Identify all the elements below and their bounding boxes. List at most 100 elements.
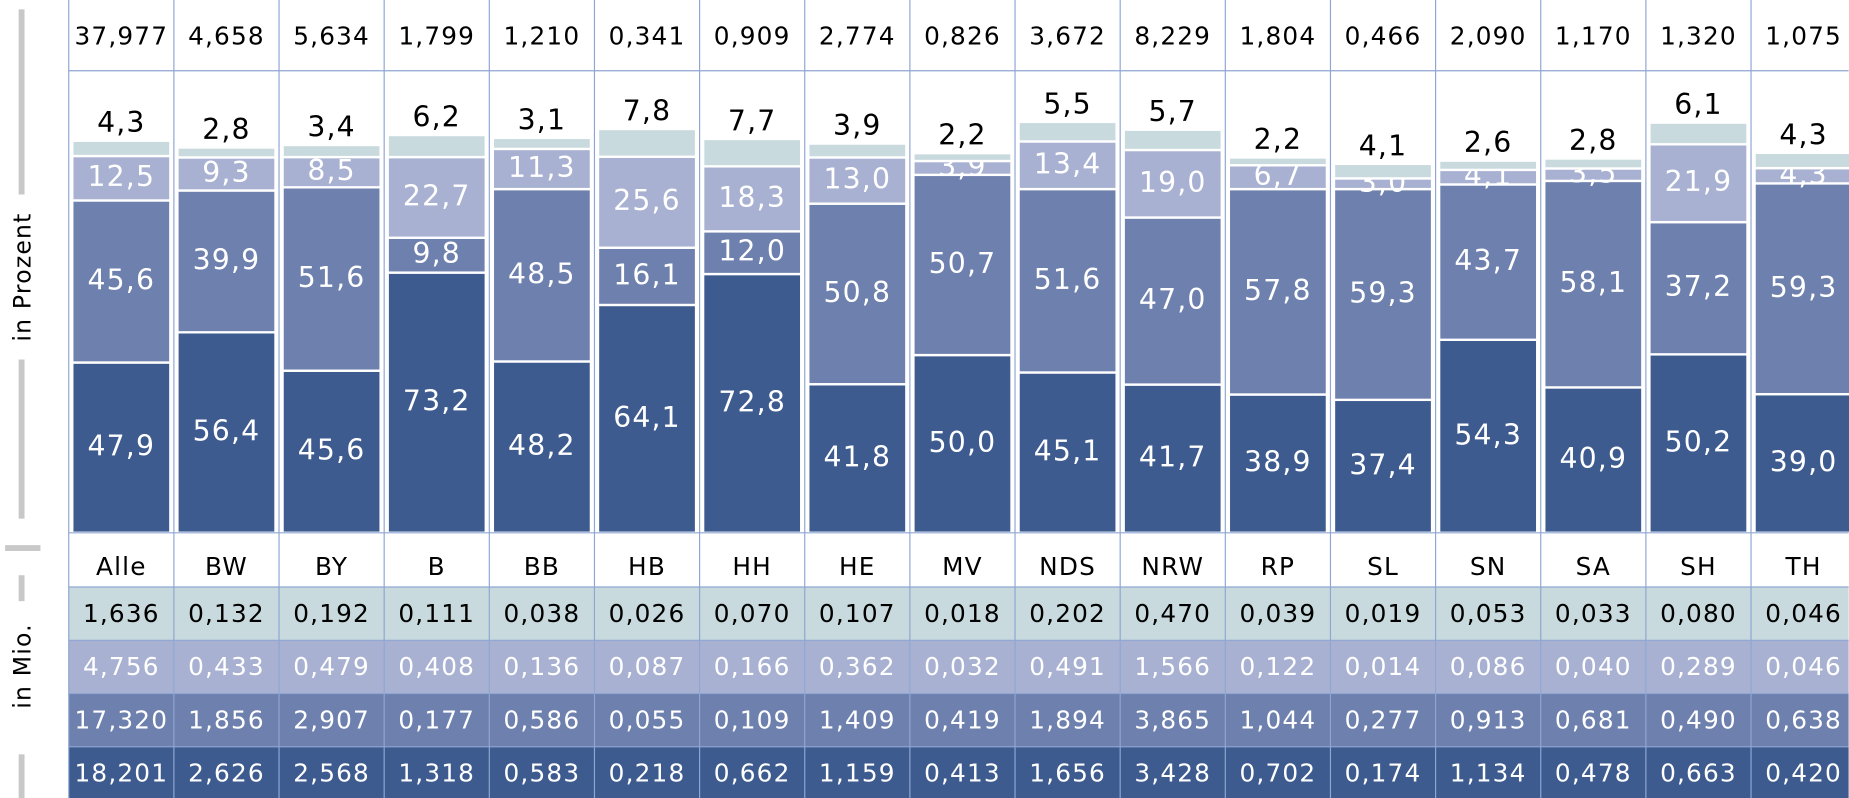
category-label: TH <box>1785 552 1822 581</box>
bar-segment <box>807 156 908 205</box>
table-cell: 0,107 <box>819 599 896 628</box>
category-label: HE <box>839 552 876 581</box>
data-label: 16,1 <box>613 258 681 291</box>
total-cell: 2,774 <box>819 22 896 51</box>
table-cell: 2,907 <box>293 705 370 734</box>
data-label: 4,3 <box>1779 118 1828 151</box>
table-cell: 0,014 <box>1345 652 1422 681</box>
bar-segment <box>1122 216 1223 386</box>
table-cell: 0,055 <box>609 705 686 734</box>
data-label: 7,7 <box>728 104 777 137</box>
table-cell: 0,038 <box>504 599 581 628</box>
data-label: 48,2 <box>508 429 576 462</box>
data-label: 45,1 <box>1034 435 1102 468</box>
table-cell: 0,177 <box>398 705 475 734</box>
table-cell: 0,408 <box>398 652 475 681</box>
table-cell: 0,040 <box>1555 652 1632 681</box>
bar-segment <box>1332 162 1434 180</box>
data-label: 58,1 <box>1559 266 1627 299</box>
category-label: HB <box>628 552 666 581</box>
category-label: BY <box>315 552 348 581</box>
bar-segment <box>1543 179 1644 389</box>
bar-segment <box>491 147 593 191</box>
bar-segment <box>1437 159 1539 172</box>
bar-segment <box>1648 353 1749 534</box>
table-cell: 0,420 <box>1765 759 1842 788</box>
bar-segment <box>1122 128 1223 152</box>
bar-segment <box>1648 121 1749 146</box>
category-label: HH <box>732 552 772 581</box>
total-cell: 3,672 <box>1029 22 1106 51</box>
data-label: 45,6 <box>298 434 366 467</box>
table-cell: 0,277 <box>1345 705 1422 734</box>
bar-segment <box>596 155 698 249</box>
bar-segment <box>1437 183 1539 341</box>
total-cell: 8,229 <box>1134 22 1211 51</box>
table-cell: 0,702 <box>1240 759 1317 788</box>
bar-segment <box>176 189 277 334</box>
data-label: 40,9 <box>1559 442 1627 475</box>
data-label: 57,8 <box>1244 274 1312 307</box>
data-label: 3,1 <box>518 103 567 136</box>
table-cell: 0,026 <box>609 599 686 628</box>
total-cell: 0,909 <box>714 22 791 51</box>
data-label: 2,8 <box>1569 124 1618 157</box>
category-label: RP <box>1261 552 1295 581</box>
table-cell: 0,478 <box>1555 759 1632 788</box>
data-label: 59,3 <box>1770 271 1838 304</box>
data-label: 47,9 <box>87 430 155 463</box>
table-cell: 0,681 <box>1555 705 1632 734</box>
table-cell: 0,032 <box>924 652 1001 681</box>
category-label: SL <box>1367 552 1399 581</box>
table-cell: 0,583 <box>504 759 581 788</box>
table-cell: 0,166 <box>714 652 791 681</box>
table-cell: 0,046 <box>1765 652 1842 681</box>
table-cell: 2,626 <box>188 759 265 788</box>
table-row-bg <box>68 640 1849 694</box>
table-cell: 3,865 <box>1134 705 1211 734</box>
bar-segment <box>596 303 698 534</box>
data-label: 21,9 <box>1665 165 1733 198</box>
data-label: 25,6 <box>613 184 681 217</box>
data-label: 50,8 <box>823 276 891 309</box>
data-label: 45,6 <box>87 263 155 296</box>
bar-segment <box>807 383 908 534</box>
bar-segment <box>1648 143 1749 224</box>
table-cell: 0,202 <box>1029 599 1106 628</box>
table-cell: 0,362 <box>819 652 896 681</box>
bar-segment <box>701 272 803 534</box>
data-label: 7,8 <box>623 95 672 128</box>
table-cell: 0,289 <box>1660 652 1737 681</box>
data-label: 73,2 <box>403 385 471 418</box>
bar-segment <box>701 165 803 233</box>
bar-segment <box>71 199 172 364</box>
data-label: 50,7 <box>929 247 997 280</box>
data-label: 13,4 <box>1034 147 1102 180</box>
table-cell: 0,136 <box>504 652 581 681</box>
total-cell: 2,090 <box>1450 22 1527 51</box>
data-label: 6,1 <box>1674 88 1723 121</box>
table-cell: 3,428 <box>1134 759 1211 788</box>
bar-segment <box>596 246 698 307</box>
table-cell: 0,070 <box>714 599 791 628</box>
table-cell: 0,046 <box>1765 599 1842 628</box>
data-label: 43,7 <box>1454 244 1522 277</box>
table-cell: 0,122 <box>1240 652 1317 681</box>
table-cell: 0,111 <box>398 599 475 628</box>
total-cell: 1,170 <box>1555 22 1632 51</box>
bar-segment <box>491 360 593 534</box>
data-label: 38,9 <box>1244 446 1312 479</box>
data-label: 37,2 <box>1665 270 1733 303</box>
data-label: 5,5 <box>1043 87 1092 120</box>
data-label: 4,1 <box>1359 129 1408 162</box>
table-cell: 0,490 <box>1660 705 1737 734</box>
table-cell: 0,218 <box>609 759 686 788</box>
data-label: 50,2 <box>1665 426 1733 459</box>
data-label: 39,9 <box>193 243 261 276</box>
bar-segment <box>71 139 172 158</box>
table-row-bg <box>68 746 1849 798</box>
data-label: 51,6 <box>1034 263 1102 296</box>
bar-segment <box>1227 393 1329 534</box>
category-label: SN <box>1470 552 1507 581</box>
